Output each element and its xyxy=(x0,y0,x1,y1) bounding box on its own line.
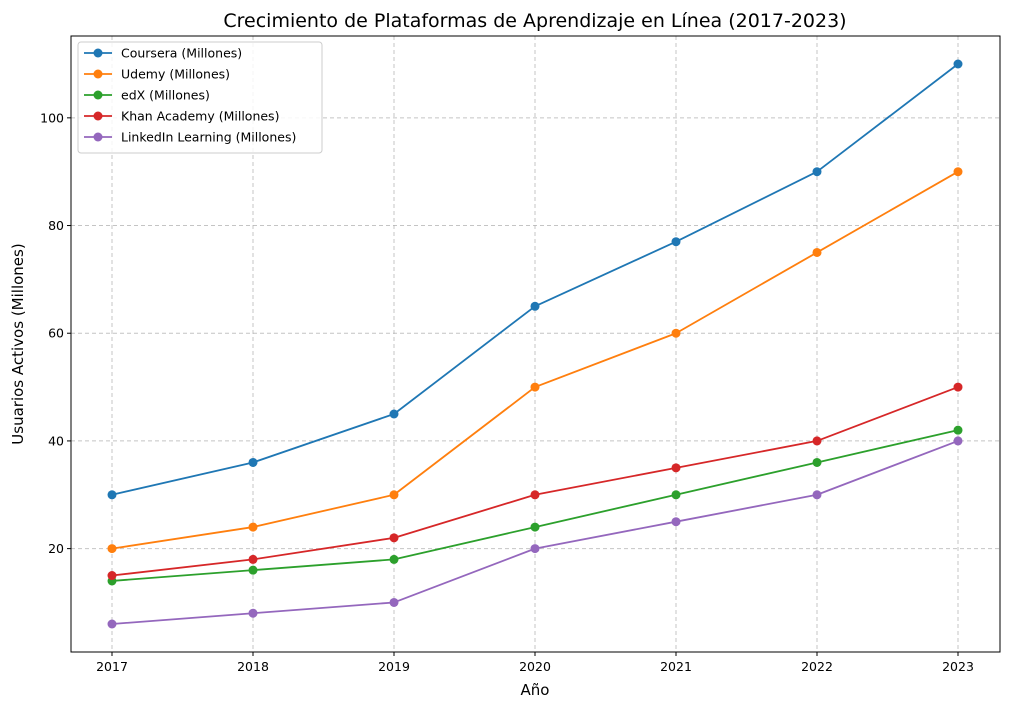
data-point xyxy=(812,167,822,177)
legend-label: LinkedIn Learning (Millones) xyxy=(121,130,296,145)
data-point xyxy=(389,409,399,419)
legend-label: Khan Academy (Millones) xyxy=(121,109,279,124)
data-point xyxy=(953,425,963,435)
data-point xyxy=(530,544,540,554)
data-point xyxy=(248,522,258,532)
series-0 xyxy=(107,59,963,500)
series-group xyxy=(107,59,963,629)
series-1 xyxy=(107,167,963,554)
x-tick-label: 2022 xyxy=(801,659,833,674)
data-point xyxy=(389,533,399,543)
legend: Coursera (Millones) Udemy (Millones) edX (… xyxy=(77,41,323,154)
legend-label: Udemy (Millones) xyxy=(121,67,230,82)
data-point xyxy=(671,490,681,500)
y-tick-label: 20 xyxy=(48,541,64,556)
data-point xyxy=(248,554,258,564)
data-point xyxy=(389,554,399,564)
data-point xyxy=(953,382,963,392)
data-point xyxy=(671,463,681,473)
x-tick-label: 2018 xyxy=(237,659,269,674)
legend-swatch-marker xyxy=(93,111,103,121)
data-point xyxy=(530,522,540,532)
legend-label: edX (Millones) xyxy=(121,88,210,103)
data-point xyxy=(248,608,258,618)
y-tick-label: 40 xyxy=(48,433,64,448)
data-point xyxy=(530,490,540,500)
y-tick-label: 60 xyxy=(48,326,64,341)
series-4 xyxy=(107,436,963,629)
x-tick-label: 2017 xyxy=(96,659,128,674)
data-point xyxy=(389,597,399,607)
data-point xyxy=(107,544,117,554)
legend-swatch-marker xyxy=(93,69,103,79)
series-3 xyxy=(107,382,963,581)
data-point xyxy=(953,59,963,69)
data-point xyxy=(389,490,399,500)
axis-ticks: 2017 2018 2019 2020 2021 2022 2023 20 40 60 80 100 xyxy=(40,110,974,674)
y-tick-label: 100 xyxy=(40,110,64,125)
data-point xyxy=(107,490,117,500)
data-point xyxy=(812,436,822,446)
data-point xyxy=(671,237,681,247)
data-point xyxy=(812,457,822,467)
x-tick-label: 2019 xyxy=(378,659,410,674)
data-point xyxy=(812,247,822,257)
x-tick-label: 2023 xyxy=(942,659,974,674)
legend-label: Coursera (Millones) xyxy=(121,46,242,61)
chart-title: Crecimiento de Plataformas de Aprendizaj… xyxy=(223,10,846,32)
data-point xyxy=(671,328,681,338)
y-axis-label: Usuarios Activos (Millones) xyxy=(9,243,27,444)
data-point xyxy=(812,490,822,500)
data-point xyxy=(107,619,117,629)
data-point xyxy=(530,382,540,392)
data-point xyxy=(107,571,117,581)
y-tick-label: 80 xyxy=(48,218,64,233)
legend-box xyxy=(77,41,323,154)
data-point xyxy=(671,517,681,527)
data-point xyxy=(530,301,540,311)
legend-swatch-marker xyxy=(93,48,103,58)
x-tick-label: 2020 xyxy=(519,659,551,674)
data-point xyxy=(953,167,963,177)
data-point xyxy=(248,457,258,467)
legend-swatch-marker xyxy=(93,90,103,100)
data-point xyxy=(248,565,258,575)
x-tick-label: 2021 xyxy=(660,659,692,674)
data-point xyxy=(953,436,963,446)
legend-swatch-marker xyxy=(93,132,103,142)
x-axis-label: Año xyxy=(521,681,550,699)
